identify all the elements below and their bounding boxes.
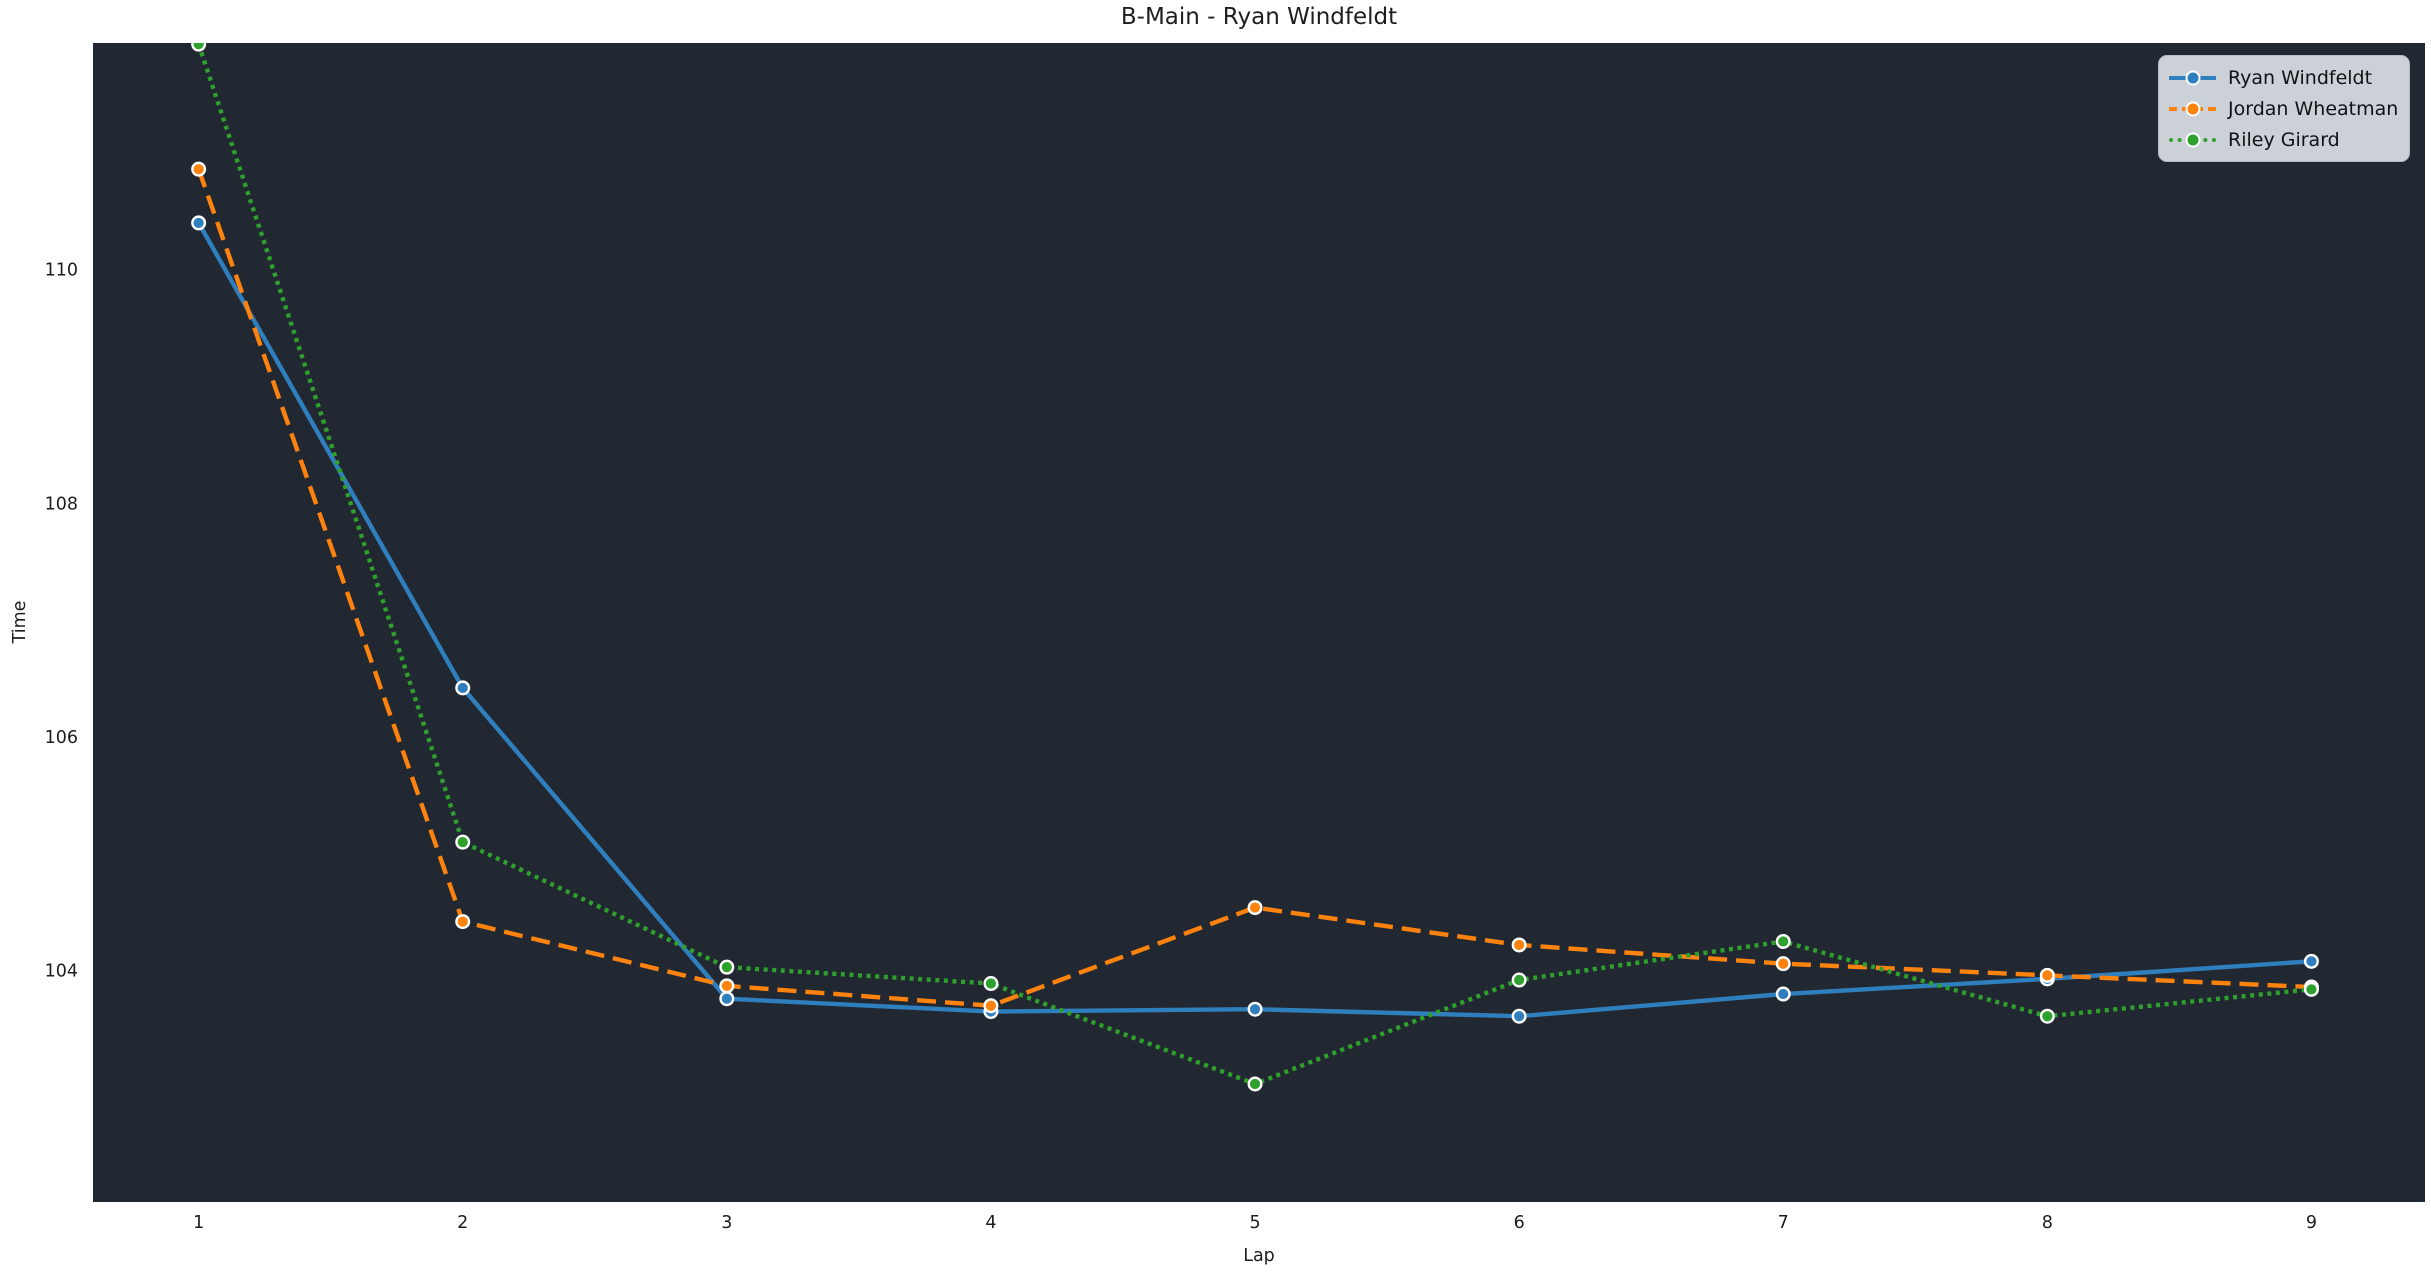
legend-line-sample: [2169, 100, 2216, 118]
data-point-ryan-windfeldt-lap-9: [2303, 953, 2319, 969]
data-point-jordan-wheatman-lap-2: [455, 914, 471, 930]
legend: Ryan Windfeldt Jordan Wheatman Riley Gir…: [2158, 55, 2410, 162]
legend-label: Jordan Wheatman: [2228, 97, 2399, 120]
data-point-jordan-wheatman-lap-5: [1247, 900, 1263, 916]
legend-line-sample: [2169, 131, 2216, 149]
data-point-riley-girard-lap-9: [2303, 981, 2319, 997]
y-tick-label: 104: [45, 962, 78, 982]
legend-marker-icon: [2185, 70, 2200, 85]
data-point-jordan-wheatman-lap-1: [191, 161, 207, 177]
legend-marker-icon: [2185, 101, 2200, 116]
legend-line-sample: [2169, 69, 2216, 87]
x-tick-label: 4: [985, 1213, 996, 1233]
data-point-ryan-windfeldt-lap-7: [1775, 986, 1791, 1002]
data-point-riley-girard-lap-3: [719, 959, 735, 975]
x-tick-label: 8: [2042, 1213, 2053, 1233]
data-point-ryan-windfeldt-lap-3: [719, 991, 735, 1007]
data-point-riley-girard-lap-1: [191, 43, 207, 52]
x-tick-label: 6: [1514, 1213, 1525, 1233]
data-point-ryan-windfeldt-lap-1: [191, 215, 207, 231]
data-point-ryan-windfeldt-lap-2: [455, 680, 471, 696]
data-point-riley-girard-lap-2: [455, 834, 471, 850]
legend-label: Ryan Windfeldt: [2228, 66, 2373, 89]
legend-item-riley-girard: Riley Girard: [2169, 125, 2399, 154]
legend-item-jordan-wheatman: Jordan Wheatman: [2169, 94, 2399, 123]
data-point-riley-girard-lap-5: [1247, 1076, 1263, 1092]
data-point-jordan-wheatman-lap-7: [1775, 956, 1791, 972]
data-point-riley-girard-lap-6: [1511, 972, 1527, 988]
data-point-jordan-wheatman-lap-6: [1511, 937, 1527, 953]
legend-item-ryan-windfeldt: Ryan Windfeldt: [2169, 63, 2399, 92]
data-point-ryan-windfeldt-lap-6: [1511, 1008, 1527, 1024]
data-point-riley-girard-lap-7: [1775, 933, 1791, 949]
y-tick-label: 110: [45, 261, 78, 281]
y-tick-label: 106: [45, 728, 78, 748]
data-point-riley-girard-lap-4: [983, 976, 999, 992]
x-axis-label: Lap: [1243, 1246, 1275, 1266]
legend-label: Riley Girard: [2228, 128, 2340, 151]
x-tick-label: 3: [721, 1213, 732, 1233]
x-tick-label: 7: [1778, 1213, 1789, 1233]
data-point-jordan-wheatman-lap-8: [2039, 967, 2055, 983]
x-tick-label: 5: [1249, 1213, 1260, 1233]
x-tick-label: 2: [457, 1213, 468, 1233]
legend-marker-icon: [2185, 132, 2200, 147]
y-tick-label: 108: [45, 494, 78, 514]
plot-background: [93, 43, 2425, 1202]
data-point-jordan-wheatman-lap-3: [719, 978, 735, 994]
chart-title: B-Main - Ryan Windfeldt: [1120, 4, 1398, 30]
x-tick-label: 1: [193, 1213, 204, 1233]
data-point-riley-girard-lap-8: [2039, 1008, 2055, 1024]
x-tick-label: 9: [2306, 1213, 2317, 1233]
data-point-jordan-wheatman-lap-4: [983, 998, 999, 1014]
data-point-ryan-windfeldt-lap-5: [1247, 1001, 1263, 1017]
